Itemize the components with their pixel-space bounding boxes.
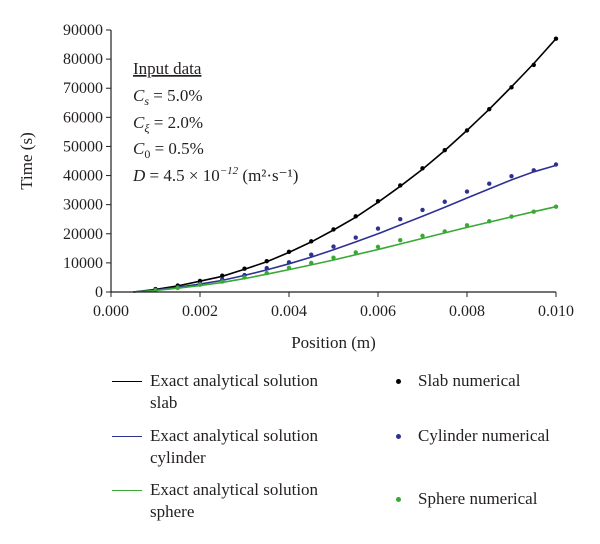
point-slab-numerical bbox=[331, 227, 336, 232]
point-sphere-numerical bbox=[531, 209, 536, 214]
point-slab-numerical bbox=[264, 258, 269, 264]
y-tick-label: 50000 bbox=[63, 138, 103, 155]
point-cylinder-numerical bbox=[531, 168, 536, 173]
y-tick-label: 20000 bbox=[63, 226, 103, 243]
point-cylinder-numerical bbox=[442, 199, 447, 204]
y-tick-label: 80000 bbox=[63, 51, 103, 68]
point-cylinder-numerical bbox=[420, 207, 425, 213]
series-line-exact-analytical-solution-cylinder bbox=[133, 164, 557, 293]
point-cylinder-numerical bbox=[331, 244, 336, 249]
plot-area bbox=[133, 36, 559, 293]
point-slab-numerical bbox=[286, 249, 292, 255]
y-tick-label: 90000 bbox=[63, 22, 103, 39]
x-tick-label: 0.008 bbox=[449, 303, 485, 320]
input-line-cxi: Cξ = 2.0% bbox=[133, 113, 203, 135]
point-sphere-numerical bbox=[509, 214, 514, 219]
point-sphere-numerical bbox=[197, 282, 203, 287]
point-sphere-numerical bbox=[264, 270, 269, 276]
point-cylinder-numerical bbox=[464, 189, 470, 194]
point-slab-numerical bbox=[531, 62, 536, 68]
point-slab-numerical bbox=[464, 128, 470, 133]
point-cylinder-numerical bbox=[286, 260, 292, 265]
point-cylinder-numerical bbox=[398, 217, 403, 222]
y-tick-label: 0 bbox=[95, 284, 103, 301]
point-sphere-numerical bbox=[242, 275, 247, 280]
point-slab-numerical bbox=[487, 106, 492, 112]
point-sphere-numerical bbox=[331, 255, 336, 260]
point-sphere-numerical bbox=[309, 260, 314, 266]
point-slab-numerical bbox=[509, 85, 514, 90]
point-slab-numerical bbox=[420, 166, 425, 171]
x-tick-label: 0.004 bbox=[271, 303, 307, 320]
x-axis-title: Position (m) bbox=[291, 333, 376, 352]
input-line-cs: Cs = 5.0% bbox=[133, 86, 203, 108]
y-tick-label: 30000 bbox=[63, 197, 103, 214]
point-slab-numerical bbox=[375, 198, 381, 204]
x-tick-label: 0.002 bbox=[182, 303, 218, 320]
point-sphere-numerical bbox=[420, 233, 425, 239]
point-cylinder-numerical bbox=[375, 226, 381, 231]
point-cylinder-numerical bbox=[353, 235, 358, 240]
point-slab-numerical bbox=[220, 273, 225, 278]
point-sphere-numerical bbox=[220, 279, 225, 284]
point-sphere-numerical bbox=[398, 237, 403, 243]
x-tick-label: 0.010 bbox=[538, 303, 574, 320]
point-slab-numerical bbox=[398, 183, 403, 188]
point-sphere-numerical bbox=[375, 244, 381, 250]
point-sphere-numerical bbox=[553, 204, 559, 209]
input-data-box: Input data Cs = 5.0% Cξ = 2.0% C0 = 0.5%… bbox=[132, 59, 298, 185]
point-sphere-numerical bbox=[286, 265, 292, 271]
y-tick-label: 40000 bbox=[63, 168, 103, 185]
point-sphere-numerical bbox=[487, 219, 492, 224]
point-slab-numerical bbox=[353, 214, 358, 219]
point-sphere-numerical bbox=[153, 288, 158, 293]
point-slab-numerical bbox=[553, 36, 559, 41]
point-cylinder-numerical bbox=[264, 265, 269, 271]
input-line-d: D = 4.5 × 10−12 (m²·s⁻¹) bbox=[132, 165, 298, 185]
point-cylinder-numerical bbox=[487, 181, 492, 186]
axes: 0 10000 20000 30000 40000 50000 60000 70000 8000… bbox=[63, 22, 574, 320]
point-sphere-numerical bbox=[464, 223, 470, 228]
y-tick-label: 70000 bbox=[63, 80, 103, 97]
x-tick-label: 0.000 bbox=[93, 303, 129, 320]
point-slab-numerical bbox=[442, 148, 447, 153]
point-slab-numerical bbox=[242, 266, 247, 271]
y-tick-label: 60000 bbox=[63, 109, 103, 126]
input-line-c0: C0 = 0.5% bbox=[133, 139, 204, 161]
point-sphere-numerical bbox=[442, 229, 447, 234]
y-axis-title: Time (s) bbox=[17, 132, 36, 189]
series-line-exact-analytical-solution-sphere bbox=[133, 205, 557, 293]
x-tick-label: 0.006 bbox=[360, 303, 396, 320]
point-cylinder-numerical bbox=[309, 252, 314, 257]
series-line-exact-analytical-solution-slab bbox=[133, 38, 557, 293]
y-tick-label: 10000 bbox=[63, 255, 103, 272]
point-sphere-numerical bbox=[353, 250, 358, 255]
point-cylinder-numerical bbox=[553, 162, 559, 167]
point-slab-numerical bbox=[309, 239, 314, 244]
point-cylinder-numerical bbox=[509, 173, 514, 179]
point-sphere-numerical bbox=[175, 285, 180, 291]
input-data-heading: Input data bbox=[133, 59, 202, 78]
